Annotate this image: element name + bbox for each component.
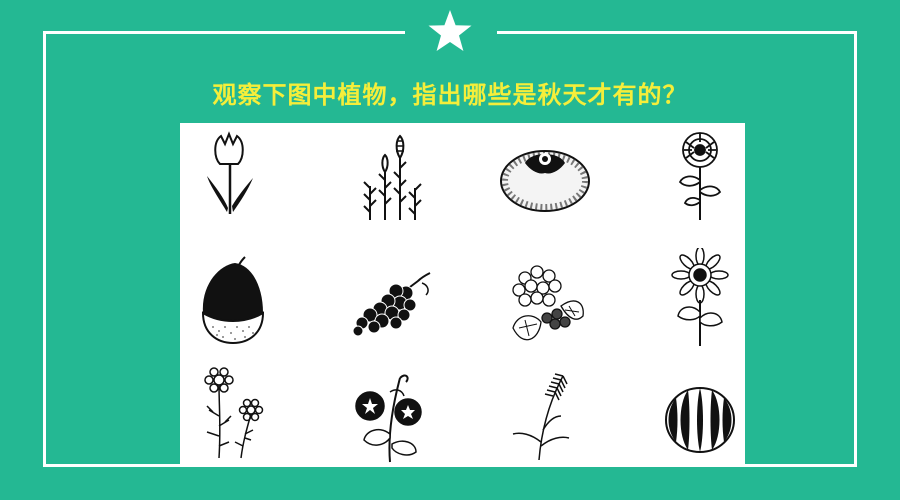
cosmos-icon <box>185 366 285 466</box>
star-icon <box>428 10 472 51</box>
hydrangea-icon <box>495 258 595 358</box>
horsetail-icon <box>340 128 440 228</box>
morning-glory-icon <box>340 368 440 468</box>
chestnut-icon <box>183 253 283 353</box>
pampas-grass-icon <box>495 366 595 466</box>
persimmon-icon <box>495 131 595 231</box>
watermelon-icon <box>650 368 750 468</box>
tulip-icon <box>180 128 280 228</box>
sunflower-icon <box>650 248 750 348</box>
chrysanthemum-icon <box>650 128 750 228</box>
plant-picture-grid <box>180 123 745 465</box>
question-title: 观察下图中植物，指出哪些是秋天才有的？ <box>212 81 688 109</box>
grapes-icon <box>340 263 440 363</box>
